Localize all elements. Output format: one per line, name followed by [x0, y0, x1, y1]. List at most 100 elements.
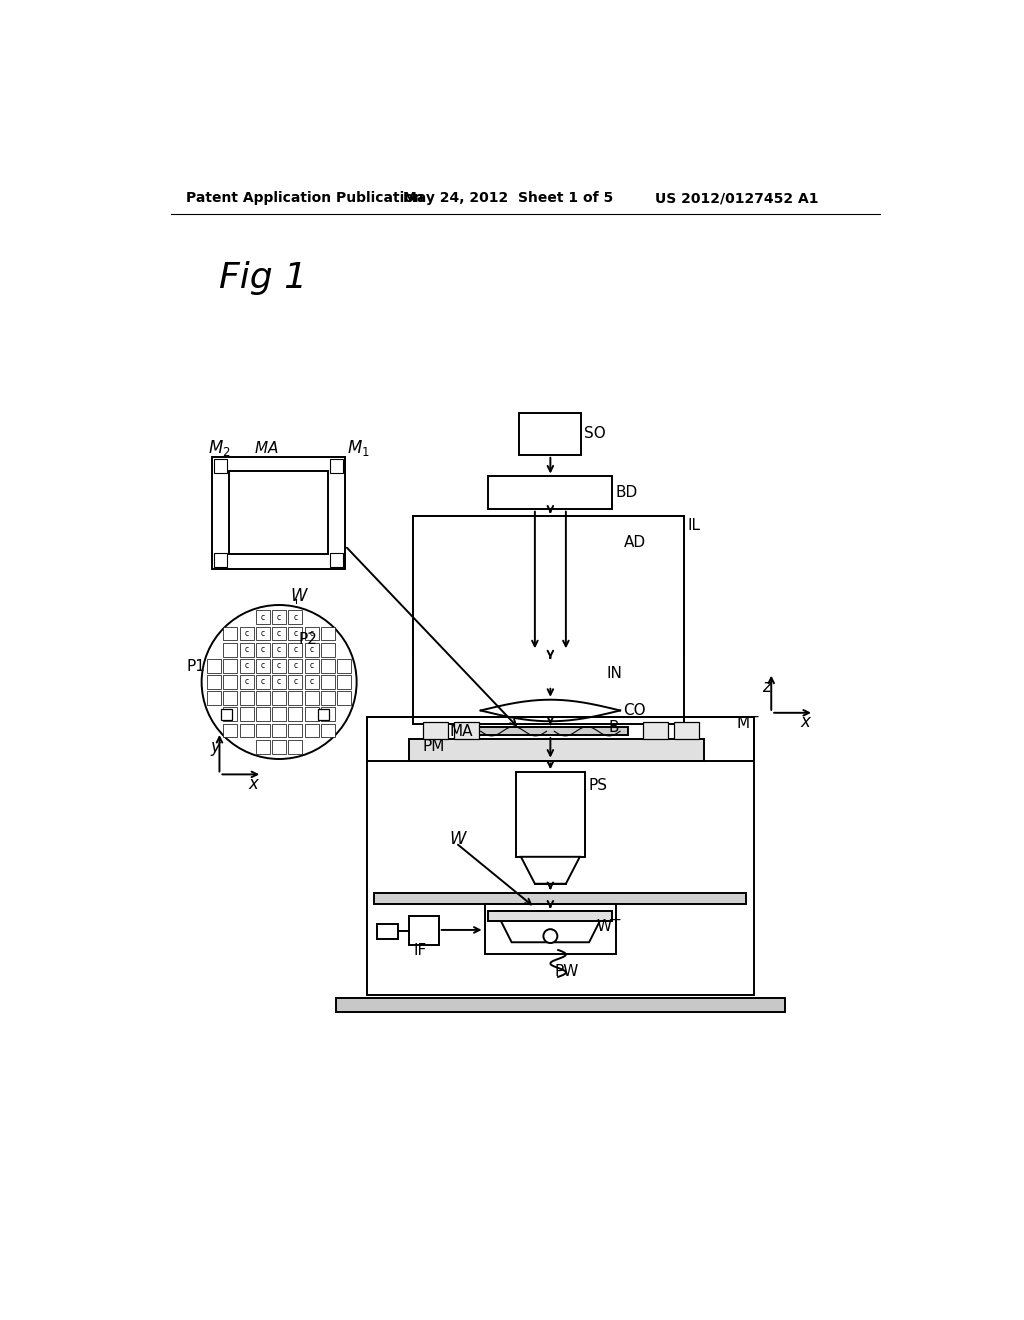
Bar: [375, 892, 746, 904]
Text: Fig 1: Fig 1: [219, 261, 307, 294]
Bar: [367, 718, 755, 760]
Bar: [414, 516, 684, 655]
Bar: [305, 643, 318, 656]
Text: c: c: [309, 645, 313, 655]
Bar: [240, 692, 254, 705]
Bar: [289, 723, 302, 738]
Bar: [223, 659, 238, 673]
Text: c: c: [261, 661, 265, 671]
Text: MA: MA: [450, 723, 473, 739]
Bar: [488, 477, 612, 508]
Text: c: c: [245, 677, 249, 686]
Text: MT: MT: [736, 715, 759, 731]
Bar: [414, 516, 684, 725]
Text: B: B: [608, 719, 618, 735]
Bar: [337, 692, 351, 705]
Text: c: c: [309, 630, 313, 638]
Text: BD: BD: [615, 484, 638, 500]
Text: y: y: [210, 738, 220, 756]
Bar: [223, 723, 238, 738]
Bar: [212, 457, 345, 569]
Bar: [272, 627, 286, 640]
Text: c: c: [278, 661, 282, 671]
Bar: [256, 708, 270, 721]
Bar: [240, 627, 254, 640]
Text: $MA$: $MA$: [254, 440, 279, 455]
Bar: [423, 722, 449, 739]
Bar: [305, 723, 318, 738]
Text: c: c: [278, 612, 282, 622]
Bar: [515, 772, 586, 857]
Text: c: c: [293, 612, 297, 622]
Text: c: c: [278, 630, 282, 638]
Text: PS: PS: [589, 779, 607, 793]
Bar: [305, 627, 318, 640]
Bar: [207, 659, 221, 673]
Text: Patent Application Publication: Patent Application Publication: [186, 191, 424, 206]
Bar: [223, 643, 238, 656]
Bar: [289, 610, 302, 624]
Bar: [410, 739, 703, 760]
Bar: [317, 709, 329, 719]
Text: c: c: [261, 630, 265, 638]
Bar: [289, 739, 302, 754]
Bar: [519, 412, 582, 455]
Text: z: z: [762, 678, 771, 697]
Bar: [240, 675, 254, 689]
Bar: [321, 675, 335, 689]
Text: IN: IN: [607, 667, 623, 681]
Bar: [272, 723, 286, 738]
Bar: [321, 627, 335, 640]
Bar: [240, 643, 254, 656]
Text: US 2012/0127452 A1: US 2012/0127452 A1: [655, 191, 818, 206]
Bar: [256, 739, 270, 754]
Text: c: c: [261, 612, 265, 622]
Bar: [488, 911, 612, 921]
Bar: [207, 692, 221, 705]
Bar: [223, 675, 238, 689]
Text: c: c: [278, 677, 282, 686]
Circle shape: [544, 929, 557, 942]
Bar: [221, 709, 231, 719]
Text: AD: AD: [624, 535, 646, 550]
Bar: [256, 610, 270, 624]
Bar: [289, 675, 302, 689]
Text: W: W: [450, 830, 466, 847]
Bar: [289, 692, 302, 705]
Text: P2: P2: [299, 632, 317, 647]
Bar: [336, 998, 785, 1012]
Bar: [256, 627, 270, 640]
Text: c: c: [278, 645, 282, 655]
Text: W: W: [291, 587, 307, 605]
Bar: [289, 643, 302, 656]
Text: CO: CO: [624, 704, 646, 718]
Bar: [455, 722, 479, 739]
Bar: [256, 643, 270, 656]
Text: IL: IL: [687, 519, 700, 533]
Text: c: c: [293, 677, 297, 686]
Bar: [272, 692, 286, 705]
Text: IF: IF: [414, 944, 426, 958]
Bar: [223, 627, 238, 640]
Text: c: c: [309, 661, 313, 671]
Bar: [643, 722, 669, 739]
Bar: [289, 627, 302, 640]
Circle shape: [202, 605, 356, 759]
Bar: [214, 553, 227, 566]
Bar: [240, 708, 254, 721]
Bar: [272, 643, 286, 656]
Bar: [272, 610, 286, 624]
Bar: [272, 659, 286, 673]
Bar: [289, 659, 302, 673]
Bar: [256, 692, 270, 705]
Text: PW: PW: [554, 964, 579, 979]
Bar: [272, 675, 286, 689]
Bar: [321, 659, 335, 673]
Bar: [321, 708, 335, 721]
Bar: [256, 675, 270, 689]
Bar: [305, 659, 318, 673]
Bar: [305, 708, 318, 721]
Bar: [377, 924, 398, 940]
Bar: [305, 675, 318, 689]
Bar: [321, 643, 335, 656]
